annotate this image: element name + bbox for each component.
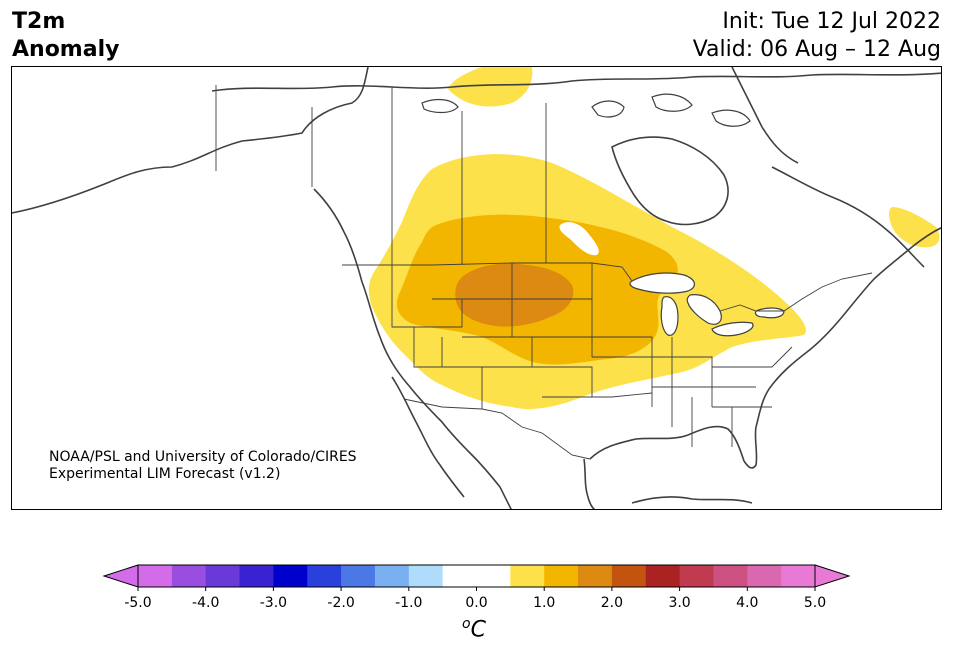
unit-degree: o [462, 616, 471, 632]
init-date: Init: Tue 12 Jul 2022 [722, 9, 941, 34]
colorbar-cell [408, 565, 444, 587]
colorbar-cell [747, 565, 782, 587]
colorbar-cell [341, 565, 376, 587]
colorbar-cell [781, 565, 816, 587]
colorbar-cell [307, 565, 342, 587]
credit-line-1: NOAA/PSL and University of Colorado/CIRE… [49, 449, 357, 465]
colorbar-tick-label: 4.0 [736, 595, 758, 611]
colorbar-ticks: -5.0 -4.0 -3.0 -2.0 -1.0 0.0 1.0 2.0 3.0 4.0 5.0 [124, 587, 826, 611]
anomaly-gap-lake [559, 222, 599, 256]
anomaly-region-0-5-east [889, 207, 940, 248]
colorbar-tick-label: 0.0 [465, 595, 487, 611]
anomaly-region-0-5-north [448, 67, 533, 107]
arctic-islands [421, 93, 751, 127]
coastline-pacific [12, 67, 369, 214]
colorbar-cell [645, 565, 681, 587]
unit-symbol: C [470, 617, 486, 643]
coastline-greenland [731, 67, 799, 164]
boundary-canada-provinces [311, 87, 547, 265]
boundary-us-canada-east [719, 272, 873, 312]
forecast-dates: Init: Tue 12 Jul 2022 Valid: 06 Aug – 12… [693, 8, 941, 64]
colorbar-cell [205, 565, 241, 587]
colorbar-cell [510, 565, 545, 587]
island-4 [421, 98, 459, 114]
colorbar-tick-label: -1.0 [395, 595, 422, 611]
coastline-gulf [589, 425, 758, 469]
boundary-us-states-east [651, 337, 793, 447]
colorbar-cell [138, 565, 173, 587]
colorbar-over-arrow [814, 564, 851, 588]
anomaly-layer-1-5 [455, 263, 574, 327]
colorbar-tick-label: 1.0 [533, 595, 555, 611]
coastline-west [313, 188, 512, 509]
coastline-arctic [211, 72, 941, 92]
colorbar-cell [476, 565, 511, 587]
island-1 [591, 100, 625, 118]
boundary-us-states-central [511, 263, 653, 398]
colorbar-tick-label: 2.0 [601, 595, 623, 611]
coastline-labrador [771, 166, 925, 268]
colorbar-cell [239, 565, 274, 587]
colorbar-cells [138, 565, 816, 587]
map-panel [11, 66, 942, 510]
political-boundaries [215, 85, 873, 460]
island-3 [711, 109, 751, 127]
lake-huron [686, 294, 722, 325]
colorbar-cell [171, 565, 207, 587]
title-line-1: T2m [12, 9, 66, 34]
coastlines [12, 67, 941, 509]
map-title: T2m Anomaly [12, 8, 119, 64]
map-svg [12, 67, 941, 509]
colorbar-unit: oC [462, 616, 486, 642]
colorbar-cell [374, 565, 410, 587]
colorbar-tick-label: -5.0 [124, 595, 151, 611]
credit-line-2: Experimental LIM Forecast (v1.2) [49, 466, 281, 482]
colorbar-tick-label: -2.0 [327, 595, 354, 611]
credit-text: NOAA/PSL and University of Colorado/CIRE… [49, 449, 357, 483]
boundary-us-mexico [403, 398, 591, 460]
colorbar-under-arrow [102, 564, 139, 588]
boundary-us-states-west [391, 265, 533, 409]
colorbar-cell [578, 565, 613, 587]
colorbar-cell [273, 565, 308, 587]
lake-ontario [754, 307, 785, 319]
great-lakes [629, 272, 785, 337]
lake-erie [711, 321, 754, 337]
colorbar-cell [713, 565, 748, 587]
coastline-hudson-bay [611, 136, 729, 226]
lake-superior [629, 272, 695, 294]
colorbar-cell [544, 565, 579, 587]
coastline-yucatan [631, 496, 753, 504]
colorbar-tick-label: -3.0 [260, 595, 287, 611]
colorbar-tick-label: 3.0 [668, 595, 690, 611]
coastline-atlantic [755, 227, 941, 428]
colorbar-tick-label: -4.0 [192, 595, 219, 611]
anomaly-region-1-5 [455, 263, 574, 327]
lake-michigan [660, 296, 679, 336]
colorbar-cell [679, 565, 714, 587]
valid-date: Valid: 06 Aug – 12 Aug [692, 37, 941, 62]
colorbar-cell [611, 565, 647, 587]
coastline-mexico-east [583, 458, 596, 509]
island-2 [651, 93, 693, 112]
colorbar-cell [442, 565, 477, 587]
boundary-us-canada [342, 262, 633, 282]
colorbar-tick-label: 5.0 [804, 595, 826, 611]
title-line-2: Anomaly [12, 37, 120, 62]
